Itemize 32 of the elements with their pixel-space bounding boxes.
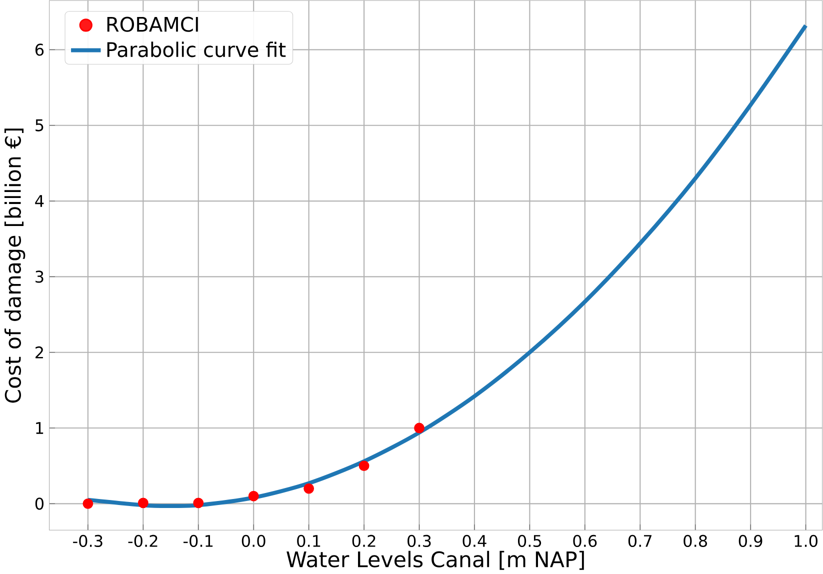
y-tick-label: 6 <box>35 43 44 56</box>
x-tick-label: 0.7 <box>628 534 652 547</box>
x-tick-label: -0.3 <box>73 534 102 547</box>
legend-label: Parabolic curve fit <box>107 41 286 58</box>
x-tick-label: 0.5 <box>518 534 542 547</box>
x-tick-label: 0.4 <box>462 534 486 547</box>
x-tick-label: 0.2 <box>352 534 376 547</box>
y-tick-label: 1 <box>36 422 44 434</box>
x-tick-label: 0.8 <box>684 534 707 547</box>
y-tick-label: 3 <box>36 270 44 283</box>
x-tick-label: 1.0 <box>794 534 818 547</box>
x-tick-label: -0.1 <box>184 534 213 547</box>
legend-label: ROBAMCI <box>107 16 198 32</box>
y-tick-label: 2 <box>36 346 43 358</box>
point <box>304 483 314 494</box>
x-tick-label: 0.9 <box>738 534 762 547</box>
x-tick-label: 0.1 <box>297 534 320 547</box>
x-tick-label: 0.6 <box>573 534 597 547</box>
point <box>248 490 259 502</box>
y-axis-title: Cost of damage [billion €] <box>4 128 26 403</box>
y-tick-label: 5 <box>36 119 44 132</box>
x-tick-label: -0.2 <box>128 534 158 547</box>
y-tick-label: 4 <box>35 194 44 207</box>
y-tick-label: 0 <box>35 497 44 510</box>
point <box>193 498 204 508</box>
point <box>414 422 424 434</box>
point <box>358 460 370 471</box>
x-axis-title: Water Levels Canal [m NAP] <box>286 550 584 570</box>
x-tick-label: 0.0 <box>242 534 266 547</box>
x-tick-label: 0.3 <box>408 534 431 547</box>
point <box>138 498 148 508</box>
point <box>82 498 94 509</box>
